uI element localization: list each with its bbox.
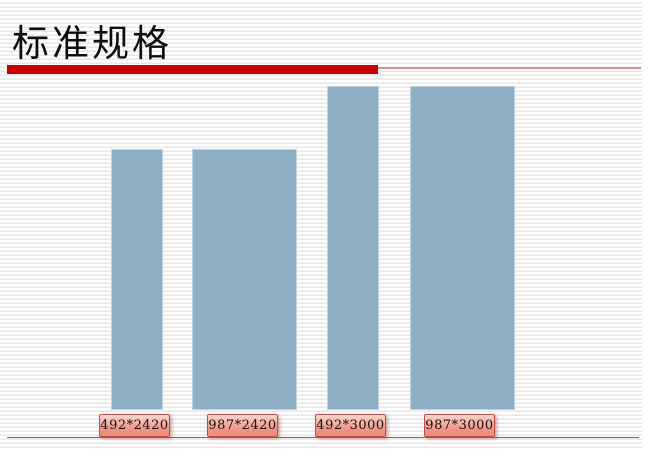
bar-label-492*2420: 492*2420 <box>99 414 170 437</box>
bar-492*3000 <box>327 86 379 410</box>
bar-label-492*3000: 492*3000 <box>315 414 386 437</box>
title-underline-thin <box>378 67 641 69</box>
title-underline-thick <box>7 65 378 74</box>
bar-label-987*2420: 987*2420 <box>207 414 278 437</box>
bar-987*2420 <box>192 149 297 410</box>
bar-492*2420 <box>111 149 163 410</box>
slide-title: 标准规格 <box>12 22 172 65</box>
slide-canvas: 标准规格 492*2420 987*2420 492*3000 987*3000 <box>0 0 642 449</box>
bar-987*3000 <box>410 86 515 410</box>
bar-label-987*3000: 987*3000 <box>424 414 495 437</box>
bottom-rule <box>7 437 639 438</box>
